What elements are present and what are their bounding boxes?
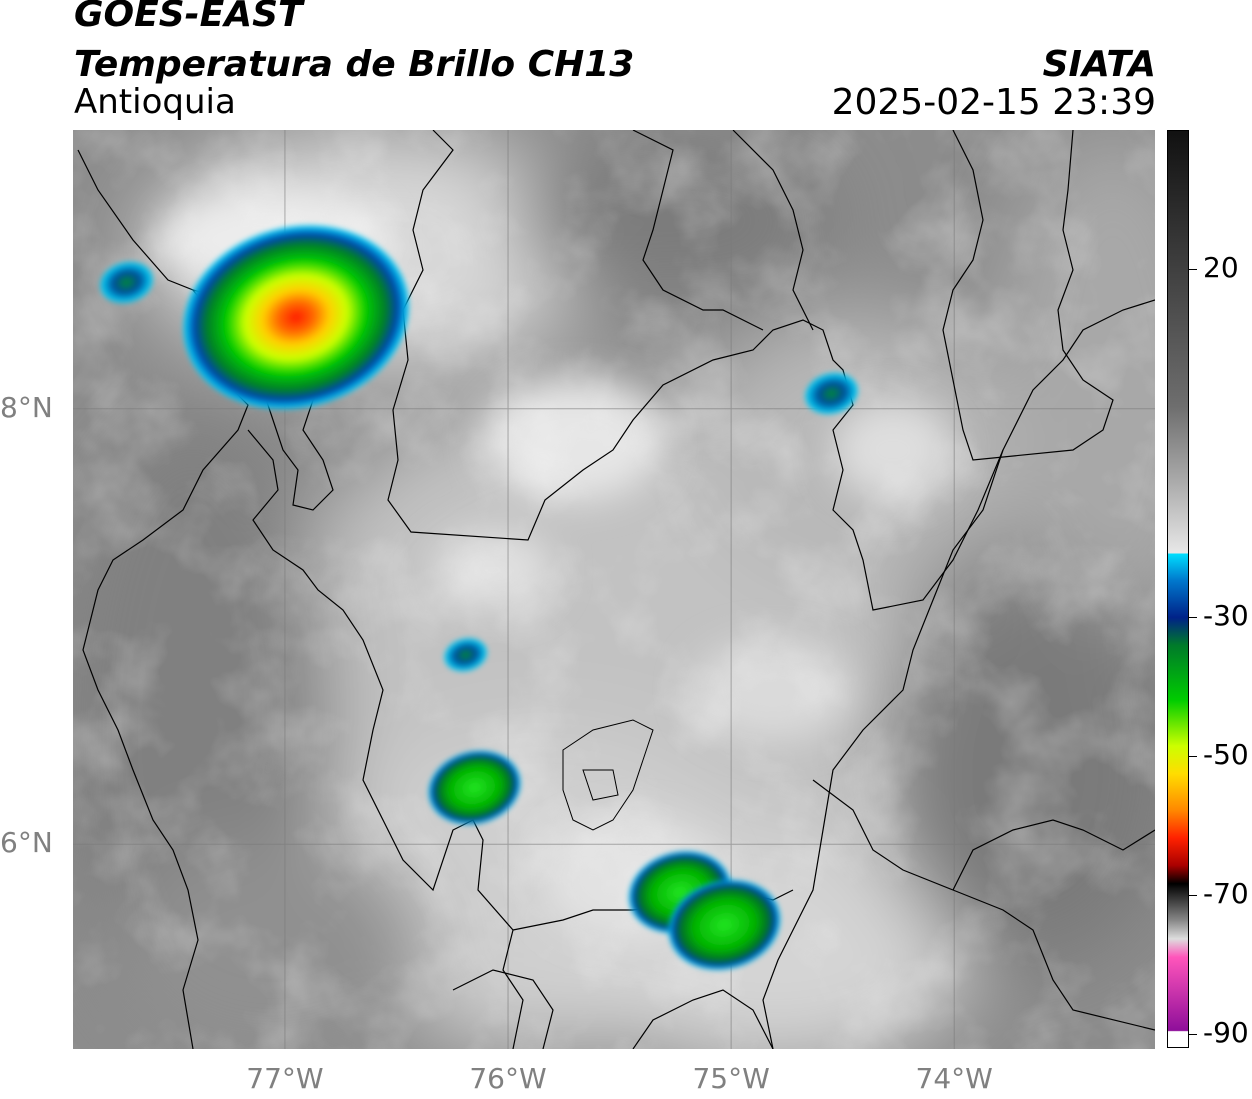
border-east-river — [942, 130, 1114, 461]
cell-south-b — [668, 879, 781, 970]
colorbar-gradient — [1168, 131, 1188, 1047]
region-label: Antioquia — [74, 82, 236, 122]
border-northeast — [387, 130, 1155, 611]
map-gridlines — [73, 130, 1155, 1049]
cell-far-west — [100, 261, 153, 303]
cell-northeast — [805, 373, 858, 415]
cell-central-small — [444, 638, 487, 672]
map-panel[interactable] — [73, 130, 1155, 1049]
lon-tick-label-2: 75°W — [692, 1062, 770, 1095]
border-choco-antioquia — [247, 429, 524, 1049]
brightness-temperature-map[interactable] — [73, 130, 1155, 1049]
convective-cells — [100, 225, 858, 970]
colorbar — [1167, 130, 1189, 1048]
colorbar-tick-2 — [1189, 755, 1197, 757]
lon-tick-label-0: 77°W — [246, 1062, 324, 1095]
agency-label: SIATA — [1042, 44, 1156, 85]
colorbar-tick-0 — [1189, 269, 1197, 271]
border-cordoba-sucre — [632, 130, 764, 331]
cell-uraba-north — [183, 225, 409, 410]
border-south-1 — [452, 969, 554, 1049]
colorbar-tick-3 — [1189, 895, 1197, 896]
title-satellite: GOES-EAST — [74, 0, 303, 35]
datetime-label: 2025-02-15 23:39 — [831, 82, 1156, 123]
lat-tick-label-0: 8°N — [0, 390, 53, 424]
lon-tick-label-3: 74°W — [915, 1062, 993, 1095]
border-south-2 — [632, 989, 774, 1049]
border-santander — [952, 819, 1155, 891]
colorbar-tick-label-0: 20 — [1203, 251, 1239, 285]
colorbar-tick-4 — [1189, 1034, 1197, 1036]
lat-tick-label-1: 6°N — [0, 826, 53, 860]
border-magdalena-medio — [762, 449, 1004, 1049]
colorbar-tick-1 — [1189, 616, 1197, 618]
cell-central-west — [428, 750, 521, 825]
colorbar-tick-label-4: -90 — [1203, 1016, 1249, 1050]
colorbar-tick-label-3: -70 — [1203, 877, 1249, 910]
border-east-boyaca — [812, 779, 1155, 1031]
border-bolivar — [732, 130, 814, 331]
title-product: Temperatura de Brillo CH13 — [74, 44, 635, 85]
colorbar-tick-label-1: -30 — [1203, 598, 1249, 632]
lon-tick-label-1: 76°W — [469, 1062, 547, 1095]
municipal-outline — [562, 719, 654, 831]
colorbar-tick-label-2: -50 — [1203, 737, 1249, 771]
